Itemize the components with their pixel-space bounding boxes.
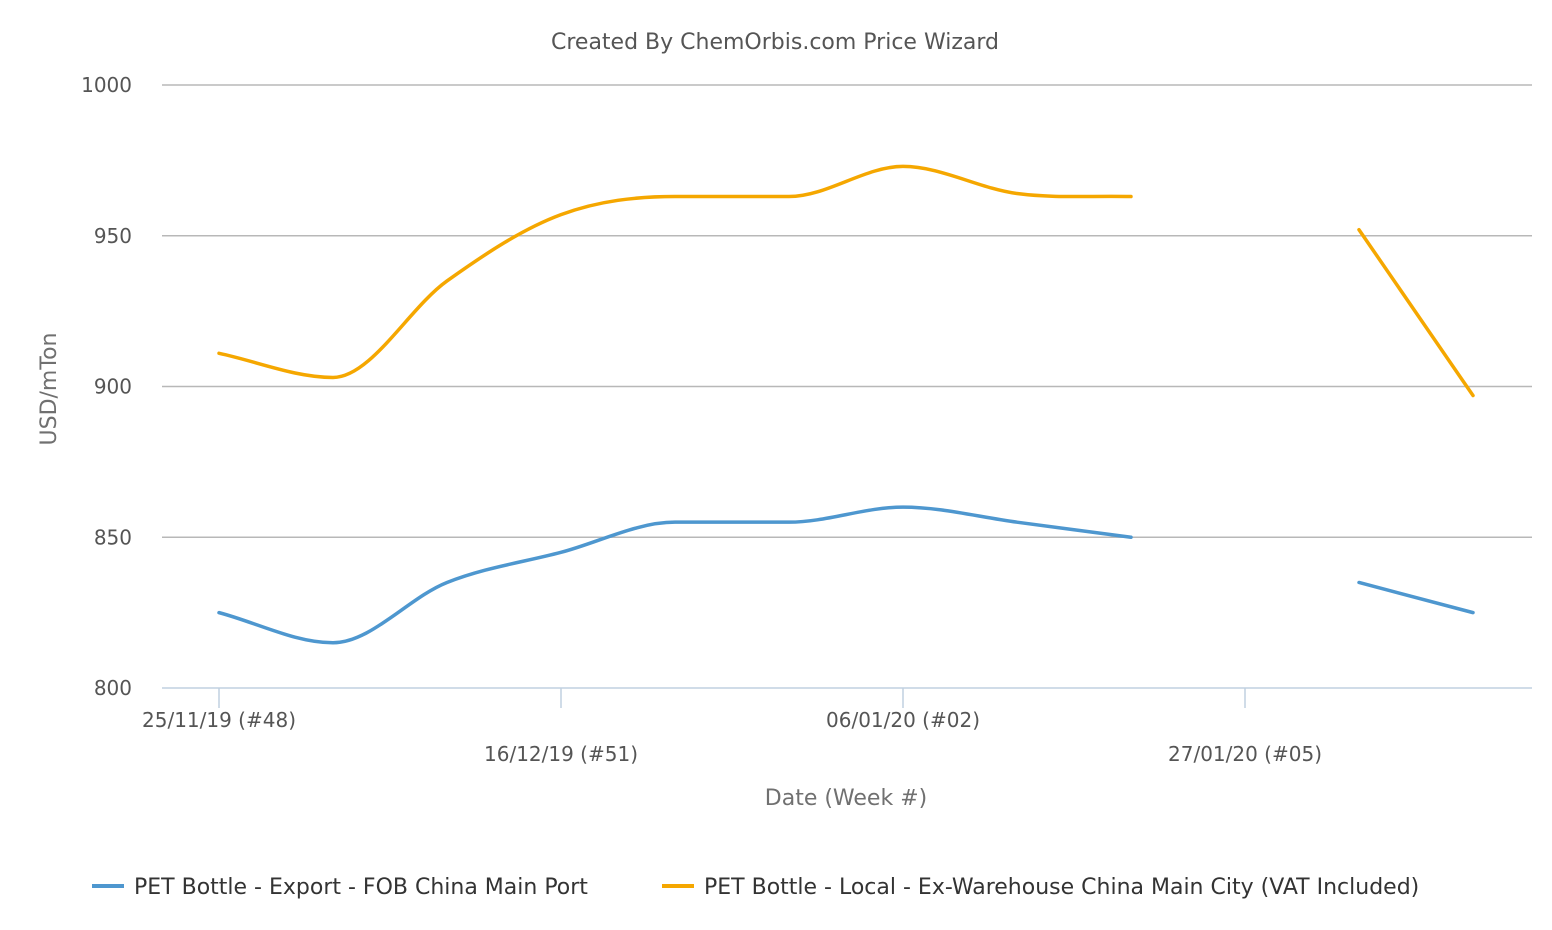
x-tick-label: 27/01/20 (#05) [1168, 742, 1322, 766]
series-1-line-segment-1 [217, 505, 1133, 645]
series-2-line-segment-2 [1357, 227, 1475, 398]
x-tick-label: 16/12/19 (#51) [484, 742, 638, 766]
series-2-line-segment-1 [217, 164, 1133, 380]
y-tick-label-800: 800 [94, 676, 132, 700]
gridlines [162, 84, 1532, 538]
y-tick-label-850: 850 [94, 525, 132, 549]
legend-label-1[interactable]: PET Bottle - Export - FOB China Main Por… [134, 875, 588, 900]
y-axis-ticks: 800 850 900 950 1000 [81, 73, 132, 700]
series-lines [217, 164, 1475, 645]
series-1-line-segment-2 [1357, 580, 1475, 615]
legend-label-2[interactable]: PET Bottle - Local - Ex-Warehouse China … [704, 875, 1419, 900]
x-tick-label: 25/11/19 (#48) [142, 708, 296, 732]
x-tick-label: 06/01/20 (#02) [826, 708, 980, 732]
y-tick-label-900: 900 [94, 375, 132, 399]
x-axis-label: Date (Week #) [765, 786, 927, 811]
y-axis-label: USD/mTon [37, 333, 62, 446]
y-tick-label-950: 950 [94, 224, 132, 248]
x-axis-ticks: 25/11/19 (#48) 16/12/19 (#51) 06/01/20 (#0… [142, 688, 1322, 766]
y-tick-label-1000: 1000 [81, 73, 132, 97]
legend: PET Bottle - Export - FOB China Main Por… [92, 875, 1419, 900]
chart-title: Created By ChemOrbis.com Price Wizard [551, 30, 999, 55]
